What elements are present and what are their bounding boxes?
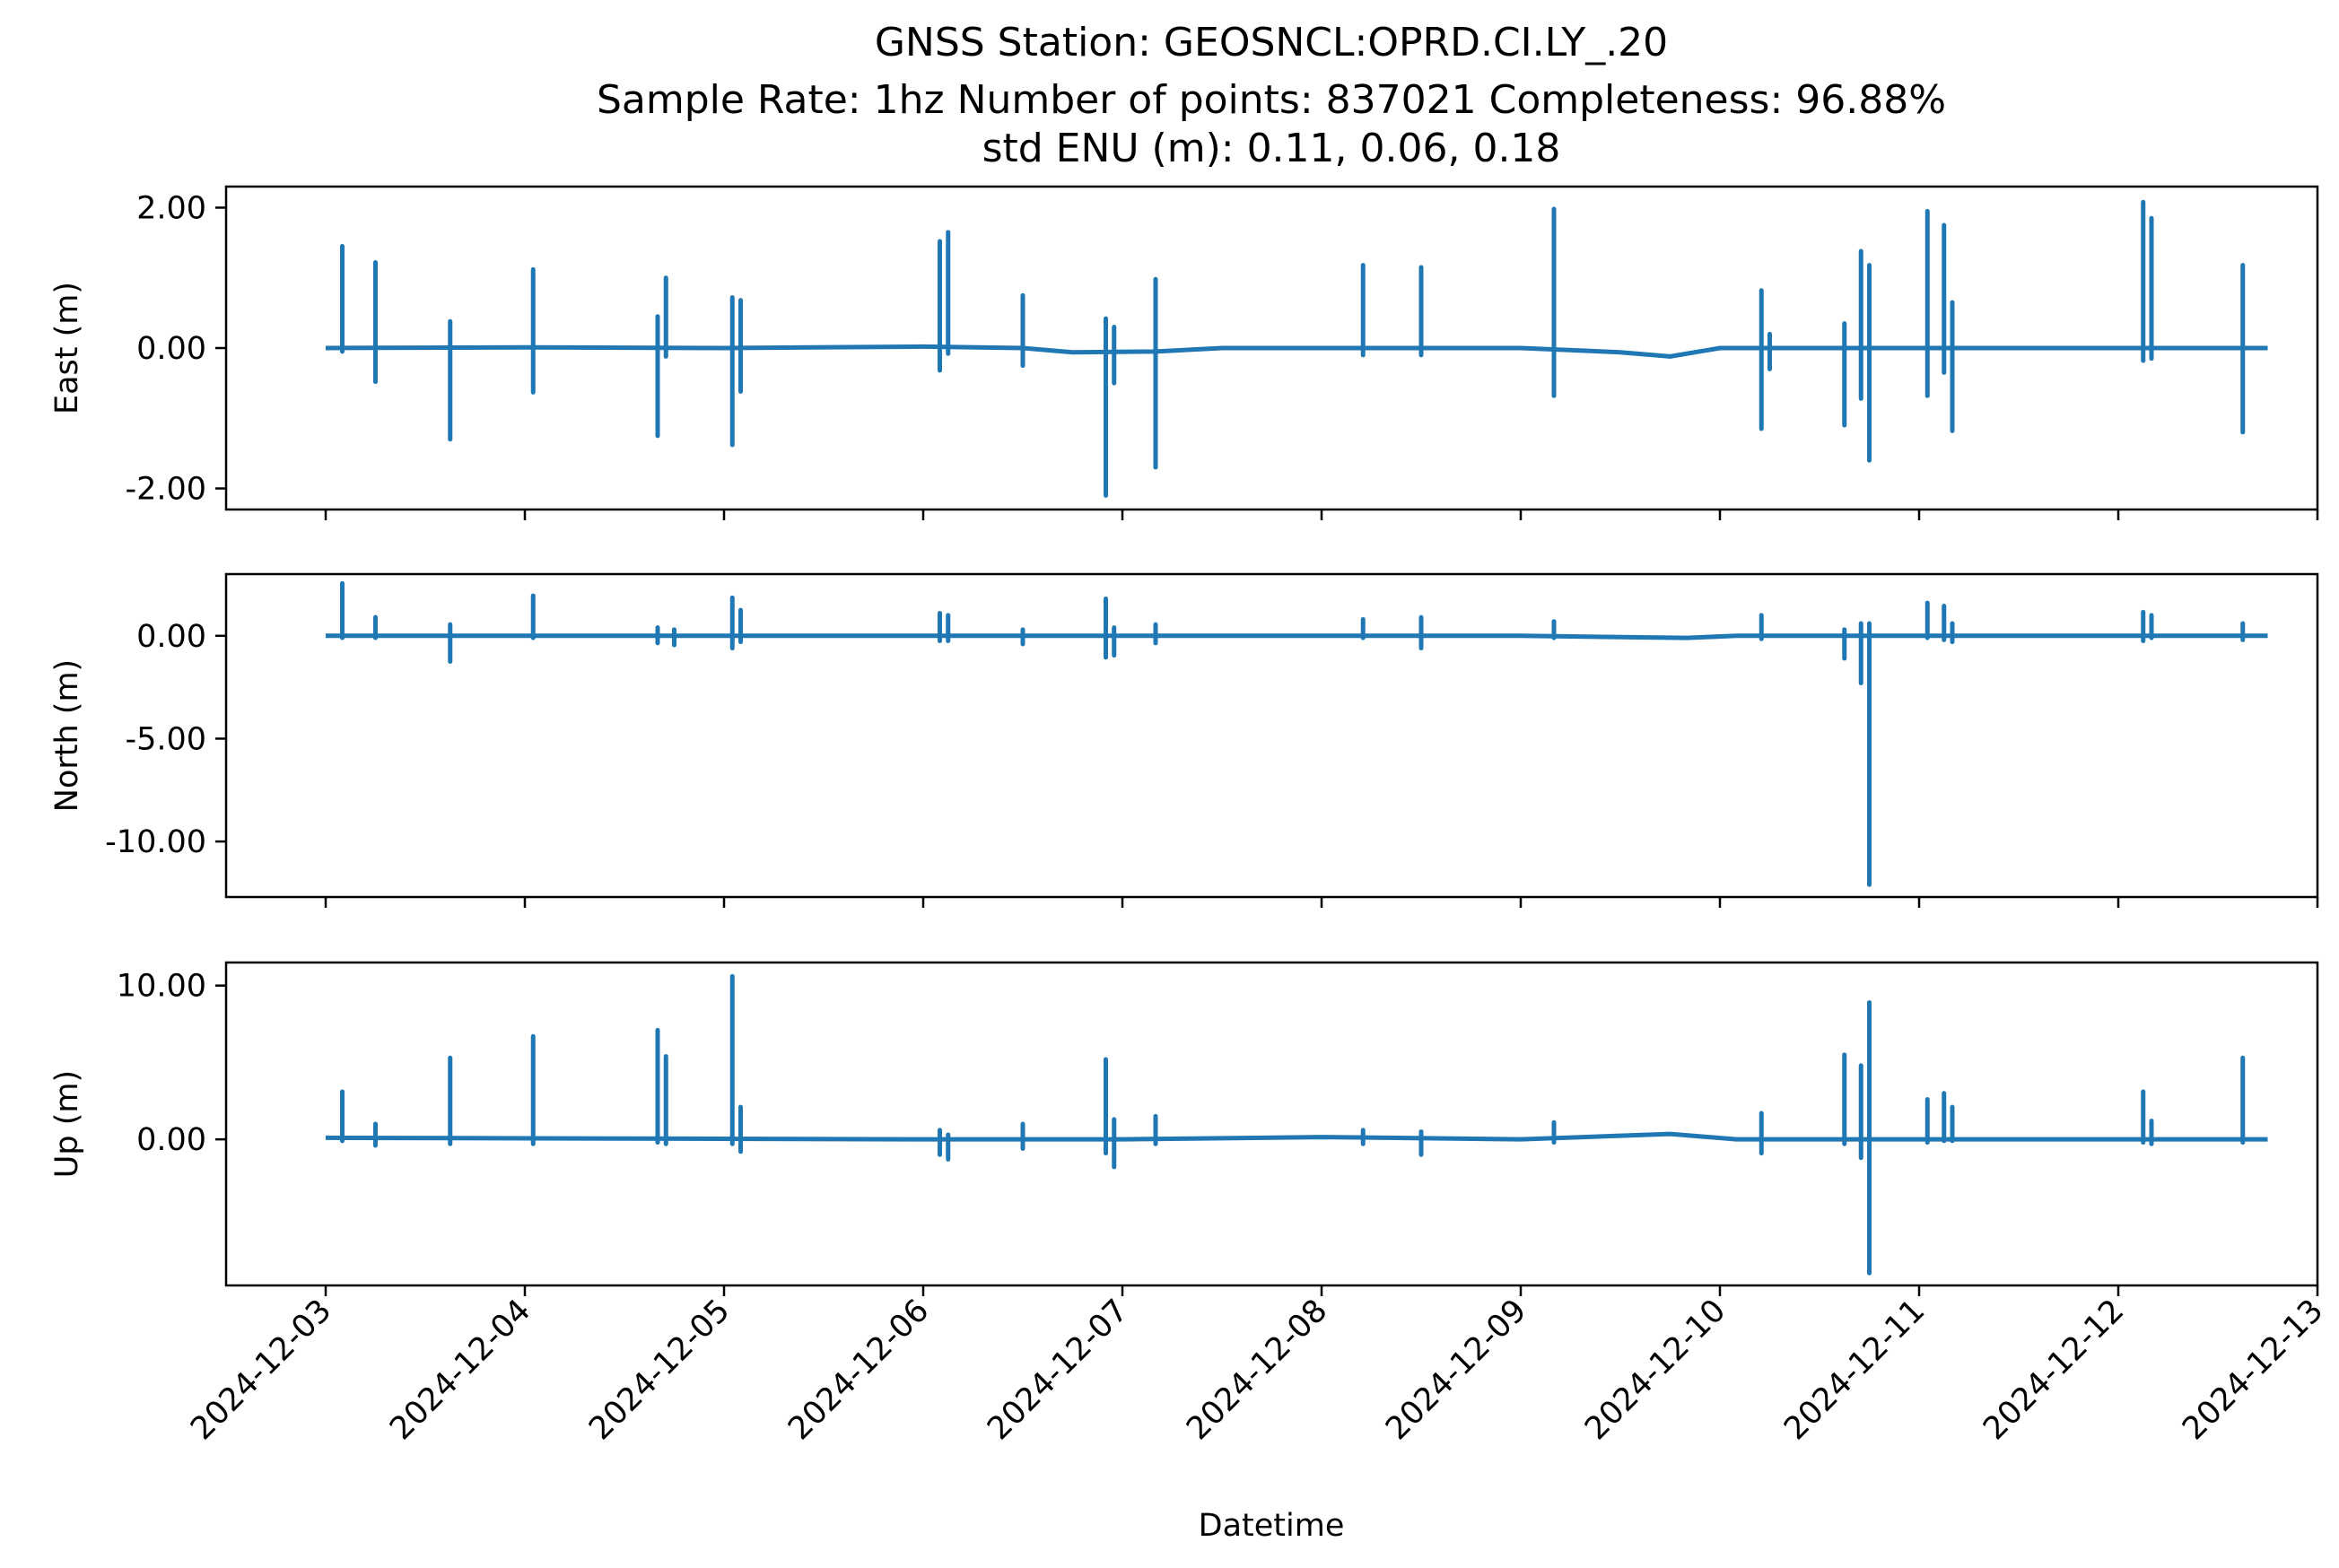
y-tick-label-north-2: -10.00 (105, 824, 206, 860)
x-tick-label-1: 2024-12-04 (383, 1293, 537, 1447)
x-tick-label-2: 2024-12-05 (582, 1293, 737, 1447)
y-tick-label-up-1: 0.00 (136, 1122, 206, 1158)
subplot-up: 10.00 0.00 Up (m) 2024-12-03 2024-12-04 2024-… (49, 961, 2330, 1447)
x-tick-label-3: 2024-12-06 (781, 1293, 936, 1447)
y-axis-label-up: Up (m) (49, 1070, 85, 1178)
chart-title-line-1: GNSS Station: GEOSNCL:OPRD.CI.LY_.20 (875, 20, 1668, 65)
x-axis-label: Datetime (1199, 1508, 1345, 1544)
x-tick-label-10: 2024-12-13 (2176, 1293, 2330, 1447)
subplot-panels: 2.00 0.00 -2.00 East (m) 0.00 -5.00 -10.00 Nort… (49, 185, 2330, 1447)
chart-title-line-2: Sample Rate: 1hz Number of points: 83702… (597, 77, 1946, 123)
y-tick-label-east-0: 2.00 (136, 190, 206, 226)
series-line-north (326, 633, 2268, 640)
x-tick-label-8: 2024-12-11 (1777, 1293, 1932, 1447)
y-axis-label-north: North (m) (49, 659, 85, 812)
y-tick-label-north-0: 0.00 (136, 619, 206, 655)
chart-title-line-3: std ENU (m): 0.11, 0.06, 0.18 (982, 126, 1561, 171)
axes-frame-north (224, 572, 2319, 899)
series-line-east (325, 344, 2268, 359)
y-axis-label-east: East (m) (49, 282, 85, 414)
y-tick-label-up-0: 10.00 (117, 969, 206, 1005)
x-tick-label-9: 2024-12-12 (1977, 1293, 2131, 1447)
axes-frame-up (224, 961, 2319, 1287)
subplot-north: 0.00 -5.00 -10.00 North (m) (49, 572, 2319, 908)
x-tick-label-0: 2024-12-03 (184, 1293, 338, 1447)
x-tick-label-7: 2024-12-10 (1578, 1293, 1732, 1447)
x-tick-label-4: 2024-12-07 (981, 1293, 1135, 1447)
x-tick-label-5: 2024-12-08 (1180, 1293, 1334, 1447)
subplot-east: 2.00 0.00 -2.00 East (m) (49, 185, 2319, 520)
y-tick-label-east-2: -2.00 (125, 472, 206, 508)
y-tick-label-east-1: 0.00 (136, 331, 206, 367)
x-tick-label-6: 2024-12-09 (1379, 1293, 1533, 1447)
series-line-up (325, 1131, 2268, 1142)
y-tick-label-north-1: -5.00 (125, 721, 206, 757)
